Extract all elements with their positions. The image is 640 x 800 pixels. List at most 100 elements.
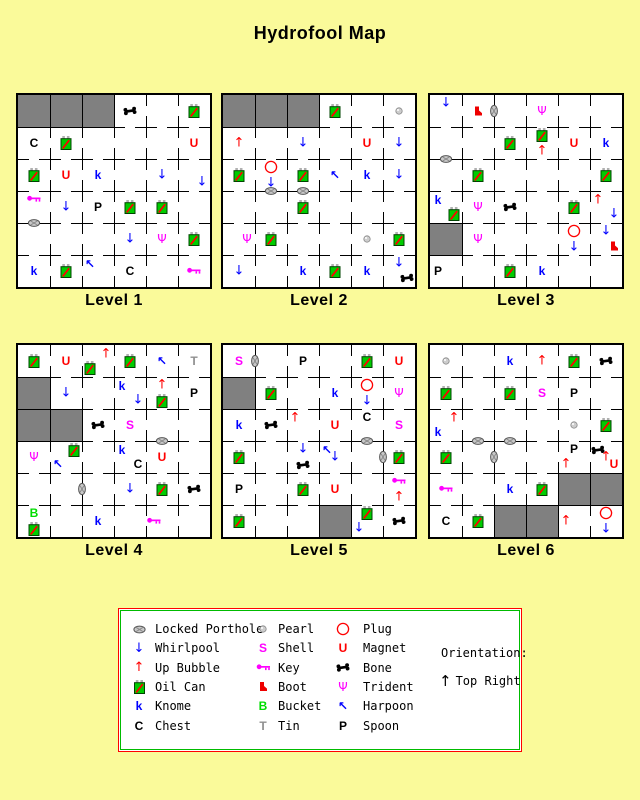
- upbubble-icon: ↑: [133, 660, 145, 676]
- oilcan-icon: [188, 232, 200, 246]
- legend-label-spoon: Spoon: [363, 718, 400, 733]
- oilcan-icon: [329, 264, 341, 278]
- knome-icon: k: [30, 264, 38, 278]
- locked-porthole-icon: [360, 437, 374, 446]
- legend-label-boot: Boot: [278, 679, 307, 694]
- knome-icon: k: [235, 418, 243, 432]
- oilcan-icon: [84, 361, 96, 375]
- oilcan-icon: [536, 128, 548, 142]
- oilcan-icon: [130, 678, 148, 696]
- spoon-icon: P: [189, 386, 199, 400]
- knome-icon: k: [602, 136, 610, 150]
- key-icon: [147, 517, 162, 526]
- legend-label-shell: Shell: [278, 641, 315, 656]
- oilcan-icon: [448, 207, 460, 221]
- bone-icon: [599, 356, 613, 366]
- chest-icon: C: [362, 410, 372, 424]
- oilcan-icon: [265, 386, 277, 400]
- oilcan-icon: [568, 200, 580, 214]
- locked-porthole-icon: [439, 155, 453, 164]
- magnet-icon: U: [569, 136, 579, 150]
- legend-label-key: Key: [278, 660, 300, 675]
- level-6-label: Level 6: [497, 542, 555, 559]
- gray-cell: [526, 505, 558, 537]
- knome-icon: k: [538, 264, 546, 278]
- gray-cell: [287, 95, 319, 127]
- plug-icon: [599, 506, 613, 520]
- upbubble-icon: ↑: [600, 449, 612, 465]
- gray-cell: [430, 223, 462, 255]
- trident-icon: Ψ: [394, 386, 404, 400]
- level-1-label: Level 1: [85, 292, 143, 309]
- gray-cell: [590, 473, 622, 505]
- tin-icon: T: [259, 718, 267, 733]
- chest-icon: C: [134, 718, 144, 733]
- knome-icon: k: [506, 354, 514, 368]
- legend-label-bone: Bone: [363, 660, 392, 675]
- boot-icon: [473, 106, 483, 117]
- level-5-label: Level 5: [290, 542, 348, 559]
- whirlpool-icon: ↓: [600, 521, 612, 537]
- chest-icon: C: [125, 264, 135, 278]
- legend-label-oilcan: Oil Can: [155, 679, 206, 694]
- upbubble-icon: ↑: [233, 135, 245, 151]
- oilcan-icon: [536, 482, 548, 496]
- oilcan-icon: [124, 354, 136, 368]
- oilcan-icon: [68, 443, 80, 457]
- whirlpool-icon: ↓: [329, 449, 341, 465]
- oilcan-icon: [297, 168, 309, 182]
- locked-porthole-icon: [379, 450, 388, 464]
- key-icon: [27, 195, 42, 204]
- legend-label-trident: Trident: [363, 679, 414, 694]
- whirlpool-icon: ↓: [265, 175, 277, 191]
- knome-icon: k: [331, 386, 339, 400]
- harpoon-icon: ↖: [52, 457, 64, 471]
- whirlpool-icon: ↓: [124, 231, 136, 247]
- oilcan-icon: [124, 200, 136, 214]
- locked-porthole-icon: [490, 104, 499, 118]
- shell-icon: S: [537, 386, 547, 400]
- level-2-map: ↑ ↓ U ↓ ↓ ↖ k ↓ Ψ ↓ k k ↓: [221, 93, 417, 289]
- oilcan-icon: [329, 104, 341, 118]
- shell-icon: S: [234, 354, 244, 368]
- knome-icon: k: [118, 443, 126, 457]
- whirlpool-icon: ↓: [600, 223, 612, 239]
- bone-icon: [503, 202, 517, 212]
- oilcan-icon: [472, 168, 484, 182]
- orientation-label: Top Right: [455, 674, 521, 688]
- gray-cell: [223, 377, 255, 409]
- upbubble-icon: ↑: [592, 192, 604, 208]
- locked-porthole-icon: [490, 450, 499, 464]
- pearl-icon: [395, 107, 403, 115]
- oilcan-icon: [600, 418, 612, 432]
- trident-icon: Ψ: [157, 232, 167, 246]
- whirlpool-icon: ↓: [60, 385, 72, 401]
- bone-icon: [591, 445, 605, 455]
- tin-icon: T: [190, 354, 198, 368]
- magnet-icon: U: [61, 168, 71, 182]
- spoon-icon: P: [234, 482, 244, 496]
- bone-icon: [91, 420, 105, 430]
- legend-label-tin: Tin: [278, 718, 300, 733]
- whirlpool-icon: ↓: [393, 167, 405, 183]
- oilcan-icon: [600, 168, 612, 182]
- magnet-icon: U: [362, 136, 372, 150]
- level-2-label: Level 2: [290, 292, 348, 309]
- gray-cell: [82, 95, 114, 127]
- porthole-icon: [130, 620, 148, 638]
- oilcan-icon: [233, 168, 245, 182]
- knome-icon: k: [434, 193, 442, 207]
- oilcan-icon: [440, 386, 452, 400]
- gray-cell: [18, 377, 50, 409]
- knome-icon: k: [434, 425, 442, 439]
- grid-lines: [430, 95, 622, 287]
- knome-icon: k: [135, 699, 143, 714]
- oilcan-icon: [440, 450, 452, 464]
- spoon-icon: P: [433, 264, 443, 278]
- pearl-icon: [363, 235, 371, 243]
- bone-icon: [296, 460, 310, 470]
